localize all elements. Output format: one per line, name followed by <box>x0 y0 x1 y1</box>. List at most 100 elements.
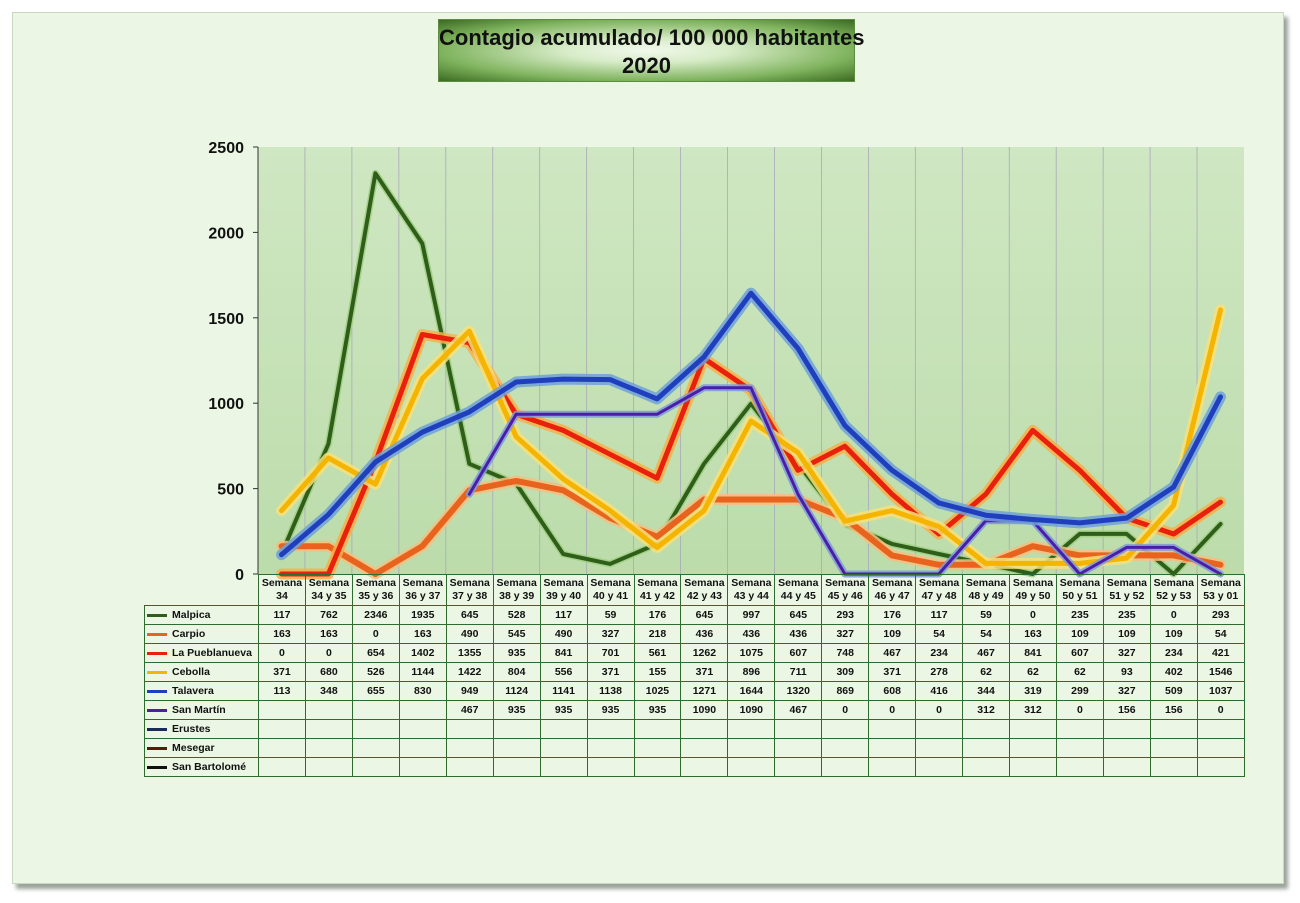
x-tick-label-line: 43 y 44 <box>733 590 769 602</box>
x-tick-label-line: 35 y 36 <box>358 590 394 602</box>
data-cell <box>1009 738 1057 758</box>
x-tick-label-line: Semana <box>496 577 537 589</box>
data-cell: 645 <box>445 605 494 625</box>
x-tick-label-line: 47 y 48 <box>921 590 957 602</box>
data-cell <box>821 719 870 739</box>
x-tick-label-line: 41 y 42 <box>639 590 675 602</box>
table-row: Malpica 117 762 2346 1935 645 528 117 59 176 645 99… <box>144 605 1245 625</box>
data-cell: 0 <box>1009 605 1057 625</box>
data-cell <box>1196 738 1245 758</box>
data-cell: 556 <box>539 662 588 682</box>
x-tick-label-line: Semana <box>355 577 396 589</box>
legend-key <box>147 689 167 693</box>
data-cell: 117 <box>915 605 964 625</box>
data-cell: 1075 <box>727 643 776 663</box>
data-cell: 467 <box>868 643 917 663</box>
chart-subtitle: 2020 <box>622 53 671 78</box>
legend-key <box>147 765 167 769</box>
data-cell: 176 <box>868 605 917 625</box>
x-tick-label-line: Semana <box>449 577 490 589</box>
x-tick-label: Semana 49 y 50 <box>1009 574 1057 606</box>
data-cell: 1090 <box>727 700 776 720</box>
legend-label: Erustes <box>172 723 211 735</box>
data-cell: 841 <box>1009 643 1057 663</box>
x-tick-label: Semana 47 y 48 <box>915 574 964 606</box>
data-cell: 467 <box>962 643 1010 663</box>
y-tick-label: 2000 <box>208 225 244 242</box>
legend-label: Malpica <box>172 609 211 621</box>
data-cell: 163 <box>398 624 447 644</box>
data-cell <box>727 719 776 739</box>
data-cell: 1271 <box>680 681 729 701</box>
x-tick-label-line: 50 y 51 <box>1062 590 1098 602</box>
data-cell: 312 <box>1009 700 1057 720</box>
data-cell <box>774 757 823 777</box>
data-cell: 436 <box>680 624 729 644</box>
x-tick-label: Semana 52 y 53 <box>1149 574 1198 606</box>
data-cell: 309 <box>821 662 870 682</box>
plot-area <box>258 147 1244 574</box>
data-cell: 0 <box>868 700 917 720</box>
data-cell <box>1149 757 1198 777</box>
chart-title: Contagio acumulado/ 100 000 habitantes <box>439 25 865 50</box>
data-cell <box>1055 719 1104 739</box>
table-row: San Martín 467 935 935 935 935 1090 1090 467 0 0 0 3… <box>144 700 1245 720</box>
data-cell: 654 <box>351 643 400 663</box>
x-tick-label: Semana 53 y 01 <box>1196 574 1245 606</box>
x-tick-label: Semana 46 y 47 <box>868 574 917 606</box>
data-cell: 804 <box>492 662 541 682</box>
x-tick-label-line: 52 y 53 <box>1156 590 1192 602</box>
data-cell: 319 <box>1009 681 1057 701</box>
data-cell: 156 <box>1149 700 1198 720</box>
data-cell <box>492 738 541 758</box>
data-cell <box>1196 719 1245 739</box>
data-cell: 607 <box>774 643 823 663</box>
legend-key <box>147 651 167 655</box>
data-cell <box>915 738 964 758</box>
x-tick-label-line: 42 y 43 <box>686 590 722 602</box>
x-tick-label-line: Semana <box>402 577 443 589</box>
data-cell: 1320 <box>774 681 823 701</box>
data-cell: 163 <box>1009 624 1057 644</box>
x-tick-label: Semana 45 y 46 <box>821 574 870 606</box>
x-tick-label-line: Semana <box>918 577 960 589</box>
y-tick-label: 1000 <box>208 396 244 413</box>
data-cell: 997 <box>727 605 776 625</box>
legend-entry: Mesegar <box>144 738 259 758</box>
data-cell <box>492 757 541 777</box>
data-cell: 327 <box>586 624 635 644</box>
data-cell <box>539 757 588 777</box>
data-cell <box>868 738 917 758</box>
x-tick-label: Semana 42 y 43 <box>680 574 729 606</box>
data-cell <box>445 719 494 739</box>
data-cell: 935 <box>586 700 635 720</box>
data-cell: 371 <box>258 662 306 682</box>
data-cell: 1124 <box>492 681 541 701</box>
data-cell: 1644 <box>727 681 776 701</box>
x-tick-label-line: 49 y 50 <box>1015 590 1051 602</box>
data-cell: 896 <box>727 662 776 682</box>
data-cell <box>539 719 588 739</box>
data-cell: 155 <box>633 662 682 682</box>
data-cell: 1935 <box>398 605 447 625</box>
data-cell: 54 <box>915 624 964 644</box>
data-cell <box>304 719 353 739</box>
data-cell: 348 <box>304 681 353 701</box>
data-cell <box>1102 757 1151 777</box>
data-cell <box>915 719 964 739</box>
data-cell <box>1196 757 1245 777</box>
data-cell: 841 <box>539 643 588 663</box>
data-cell <box>351 719 400 739</box>
data-cell: 327 <box>1102 643 1151 663</box>
data-cell <box>398 738 447 758</box>
data-cell: 949 <box>445 681 494 701</box>
x-tick-label: Semana 36 y 37 <box>398 574 447 606</box>
data-cell <box>304 700 353 720</box>
x-tick-label-line: 34 y 35 <box>311 590 347 602</box>
data-cell: 869 <box>821 681 870 701</box>
x-tick-label-line: Semana <box>1106 577 1147 589</box>
legend-entry: San Bartolomé <box>144 757 259 777</box>
data-cell <box>868 757 917 777</box>
x-tick-label-line: 51 y 52 <box>1109 590 1145 602</box>
data-cell: 711 <box>774 662 823 682</box>
